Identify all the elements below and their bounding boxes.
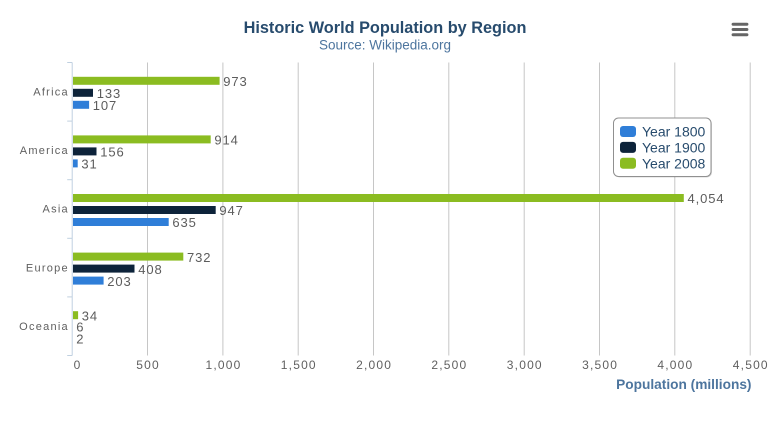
svg-text:1,000: 1,000 bbox=[205, 358, 241, 372]
svg-text:31: 31 bbox=[81, 157, 97, 172]
svg-text:America: America bbox=[20, 145, 69, 157]
svg-text:133: 133 bbox=[97, 86, 121, 101]
svg-text:2: 2 bbox=[76, 331, 84, 346]
svg-text:Asia: Asia bbox=[42, 204, 68, 216]
svg-text:3,500: 3,500 bbox=[582, 358, 618, 372]
svg-text:947: 947 bbox=[219, 203, 243, 218]
svg-text:Year 1900: Year 1900 bbox=[642, 139, 706, 155]
svg-text:732: 732 bbox=[187, 250, 211, 265]
svg-text:2,500: 2,500 bbox=[431, 358, 467, 372]
svg-text:408: 408 bbox=[138, 262, 162, 277]
svg-text:Africa: Africa bbox=[33, 87, 69, 99]
svg-text:1,500: 1,500 bbox=[281, 358, 317, 372]
svg-text:4,000: 4,000 bbox=[657, 358, 693, 372]
svg-text:34: 34 bbox=[82, 308, 98, 323]
svg-text:4,054: 4,054 bbox=[688, 191, 725, 206]
svg-text:2,000: 2,000 bbox=[356, 358, 392, 372]
svg-text:3,000: 3,000 bbox=[507, 358, 543, 372]
svg-text:Year 1800: Year 1800 bbox=[642, 124, 706, 140]
svg-text:500: 500 bbox=[136, 358, 160, 372]
svg-text:Europe: Europe bbox=[26, 262, 69, 274]
svg-text:0: 0 bbox=[74, 358, 82, 372]
svg-text:107: 107 bbox=[93, 98, 117, 113]
svg-text:Historic World Population by R: Historic World Population by Region bbox=[244, 19, 527, 37]
svg-text:Oceania: Oceania bbox=[19, 321, 69, 333]
svg-text:Population (millions): Population (millions) bbox=[616, 377, 751, 392]
svg-text:Year 2008: Year 2008 bbox=[642, 155, 706, 171]
svg-text:973: 973 bbox=[223, 74, 247, 89]
svg-text:Source: Wikipedia.org: Source: Wikipedia.org bbox=[319, 38, 451, 53]
svg-text:4,500: 4,500 bbox=[733, 358, 769, 372]
svg-text:156: 156 bbox=[100, 145, 124, 160]
svg-text:6: 6 bbox=[76, 319, 84, 334]
svg-text:635: 635 bbox=[172, 215, 196, 230]
svg-text:914: 914 bbox=[214, 133, 238, 148]
svg-text:203: 203 bbox=[107, 274, 131, 289]
